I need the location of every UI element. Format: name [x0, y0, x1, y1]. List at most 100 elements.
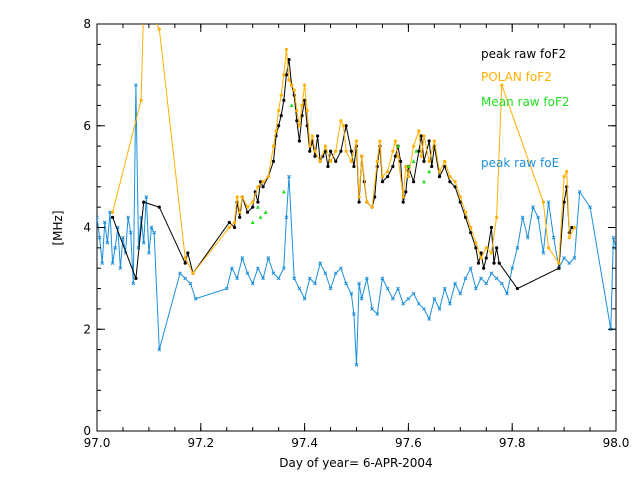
- data-point-polan-fof2: [313, 149, 317, 153]
- data-point-peak-raw-foe: [240, 256, 245, 260]
- data-point-peak-raw-foe: [499, 281, 504, 286]
- data-point-polan-fof2: [357, 195, 361, 199]
- data-point-peak-raw-foe: [484, 281, 489, 286]
- data-point-peak-raw-fof2: [443, 164, 447, 169]
- data-point-polan-fof2: [183, 256, 187, 260]
- data-point-peak-raw-foe: [427, 317, 432, 321]
- series-mean-raw-fof2: [250, 103, 432, 225]
- data-point-peak-raw-fof2: [453, 185, 457, 189]
- data-point-polan-fof2: [139, 98, 143, 102]
- data-point-peak-raw-foe: [256, 266, 260, 271]
- data-point-polan-fof2: [565, 169, 569, 174]
- data-point-polan-fof2: [334, 149, 338, 153]
- data-point-peak-raw-foe: [287, 174, 291, 179]
- data-point-polan-fof2: [396, 154, 400, 158]
- data-point-polan-fof2: [432, 139, 436, 143]
- data-point-peak-raw-fof2: [380, 180, 385, 184]
- data-point-peak-raw-foe: [276, 276, 281, 281]
- data-point-peak-raw-fof2: [277, 124, 281, 128]
- data-point-mean-raw-fof2: [255, 204, 260, 209]
- y-tick-label: 0: [83, 424, 91, 438]
- data-point-peak-raw-fof2: [232, 225, 237, 230]
- data-point-peak-raw-foe: [126, 215, 130, 220]
- data-point-peak-raw-fof2: [557, 266, 561, 270]
- data-point-polan-fof2: [448, 175, 452, 179]
- data-point-polan-fof2: [308, 144, 312, 148]
- data-point-peak-raw-fof2: [401, 200, 405, 204]
- data-point-peak-raw-foe: [224, 286, 229, 291]
- data-point-polan-fof2: [453, 180, 457, 184]
- data-point-peak-raw-foe: [128, 230, 133, 235]
- data-point-peak-raw-foe: [328, 286, 333, 291]
- data-point-polan-fof2: [235, 195, 239, 199]
- data-point-peak-raw-foe: [380, 276, 385, 281]
- legend: peak raw foF2 POLAN foF2 Mean raw foF2 p…: [481, 47, 570, 170]
- data-point-peak-raw-fof2: [399, 159, 403, 163]
- data-point-peak-raw-fof2: [411, 180, 416, 184]
- data-point-peak-raw-foe: [284, 215, 289, 220]
- data-point-polan-fof2: [557, 261, 561, 265]
- data-point-polan-fof2: [251, 200, 255, 204]
- data-point-polan-fof2: [292, 88, 296, 92]
- data-point-peak-raw-foe: [141, 240, 146, 245]
- data-point-polan-fof2: [290, 83, 294, 87]
- data-point-peak-raw-foe: [520, 215, 525, 220]
- data-point-peak-raw-foe: [370, 307, 374, 311]
- data-point-peak-raw-foe: [333, 271, 338, 276]
- data-point-peak-raw-foe: [108, 210, 112, 215]
- data-point-polan-fof2: [401, 195, 405, 199]
- data-point-polan-fof2: [437, 169, 442, 174]
- data-point-peak-raw-fof2: [469, 230, 473, 235]
- x-tick-label: 97.4: [291, 436, 318, 450]
- data-point-mean-raw-fof2: [411, 159, 416, 163]
- data-point-peak-raw-fof2: [323, 149, 327, 153]
- data-point-polan-fof2: [240, 195, 244, 199]
- data-point-peak-raw-fof2: [110, 215, 115, 219]
- data-point-peak-raw-foe: [562, 256, 566, 260]
- data-point-peak-raw-fof2: [334, 159, 338, 163]
- data-point-polan-fof2: [110, 210, 115, 214]
- data-point-peak-raw-fof2: [373, 195, 377, 199]
- data-point-peak-raw-foe: [323, 271, 328, 276]
- data-point-peak-raw-fof2: [430, 164, 434, 169]
- data-point-polan-fof2: [406, 175, 410, 179]
- y-tick-label: 2: [83, 322, 91, 336]
- legend-entry-peak-raw-fof2: peak raw foF2: [481, 47, 566, 61]
- data-point-peak-raw-foe: [365, 276, 369, 281]
- data-point-polan-fof2: [238, 210, 242, 214]
- data-point-polan-fof2: [282, 73, 286, 77]
- data-point-peak-raw-fof2: [492, 261, 496, 265]
- x-tick-label: 97.6: [395, 436, 422, 450]
- data-point-peak-raw-foe: [307, 276, 312, 281]
- data-point-polan-fof2: [344, 149, 348, 153]
- data-point-mean-raw-fof2: [406, 164, 411, 169]
- data-point-peak-raw-fof2: [295, 119, 299, 123]
- data-point-polan-fof2: [277, 108, 281, 113]
- data-point-peak-raw-fof2: [482, 266, 486, 270]
- y-tick-label: 6: [83, 119, 91, 133]
- data-point-peak-raw-fof2: [448, 180, 452, 184]
- data-point-peak-raw-foe: [344, 281, 348, 286]
- data-point-polan-fof2: [380, 175, 385, 179]
- data-point-peak-raw-fof2: [251, 205, 255, 209]
- data-point-polan-fof2: [365, 200, 369, 204]
- data-point-polan-fof2: [274, 129, 278, 133]
- data-point-peak-raw-fof2: [437, 175, 442, 179]
- data-point-peak-raw-foe: [510, 266, 515, 271]
- data-point-peak-raw-fof2: [417, 149, 421, 153]
- data-point-peak-raw-foe: [411, 291, 416, 296]
- data-point-peak-raw-fof2: [458, 200, 462, 204]
- data-point-peak-raw-foe: [588, 205, 592, 210]
- series-line-peak-raw-fof2: [112, 59, 573, 290]
- data-point-polan-fof2: [375, 159, 379, 163]
- data-point-polan-fof2: [378, 139, 382, 143]
- data-point-peak-raw-foe: [422, 307, 426, 311]
- data-point-peak-raw-fof2: [476, 261, 481, 265]
- data-point-peak-raw-foe: [531, 205, 535, 210]
- data-point-peak-raw-foe: [352, 312, 356, 316]
- data-point-peak-raw-fof2: [134, 276, 138, 280]
- data-point-polan-fof2: [310, 134, 314, 138]
- data-point-polan-fof2: [279, 93, 283, 97]
- data-point-peak-raw-fof2: [427, 139, 431, 143]
- data-point-peak-raw-fof2: [315, 134, 320, 138]
